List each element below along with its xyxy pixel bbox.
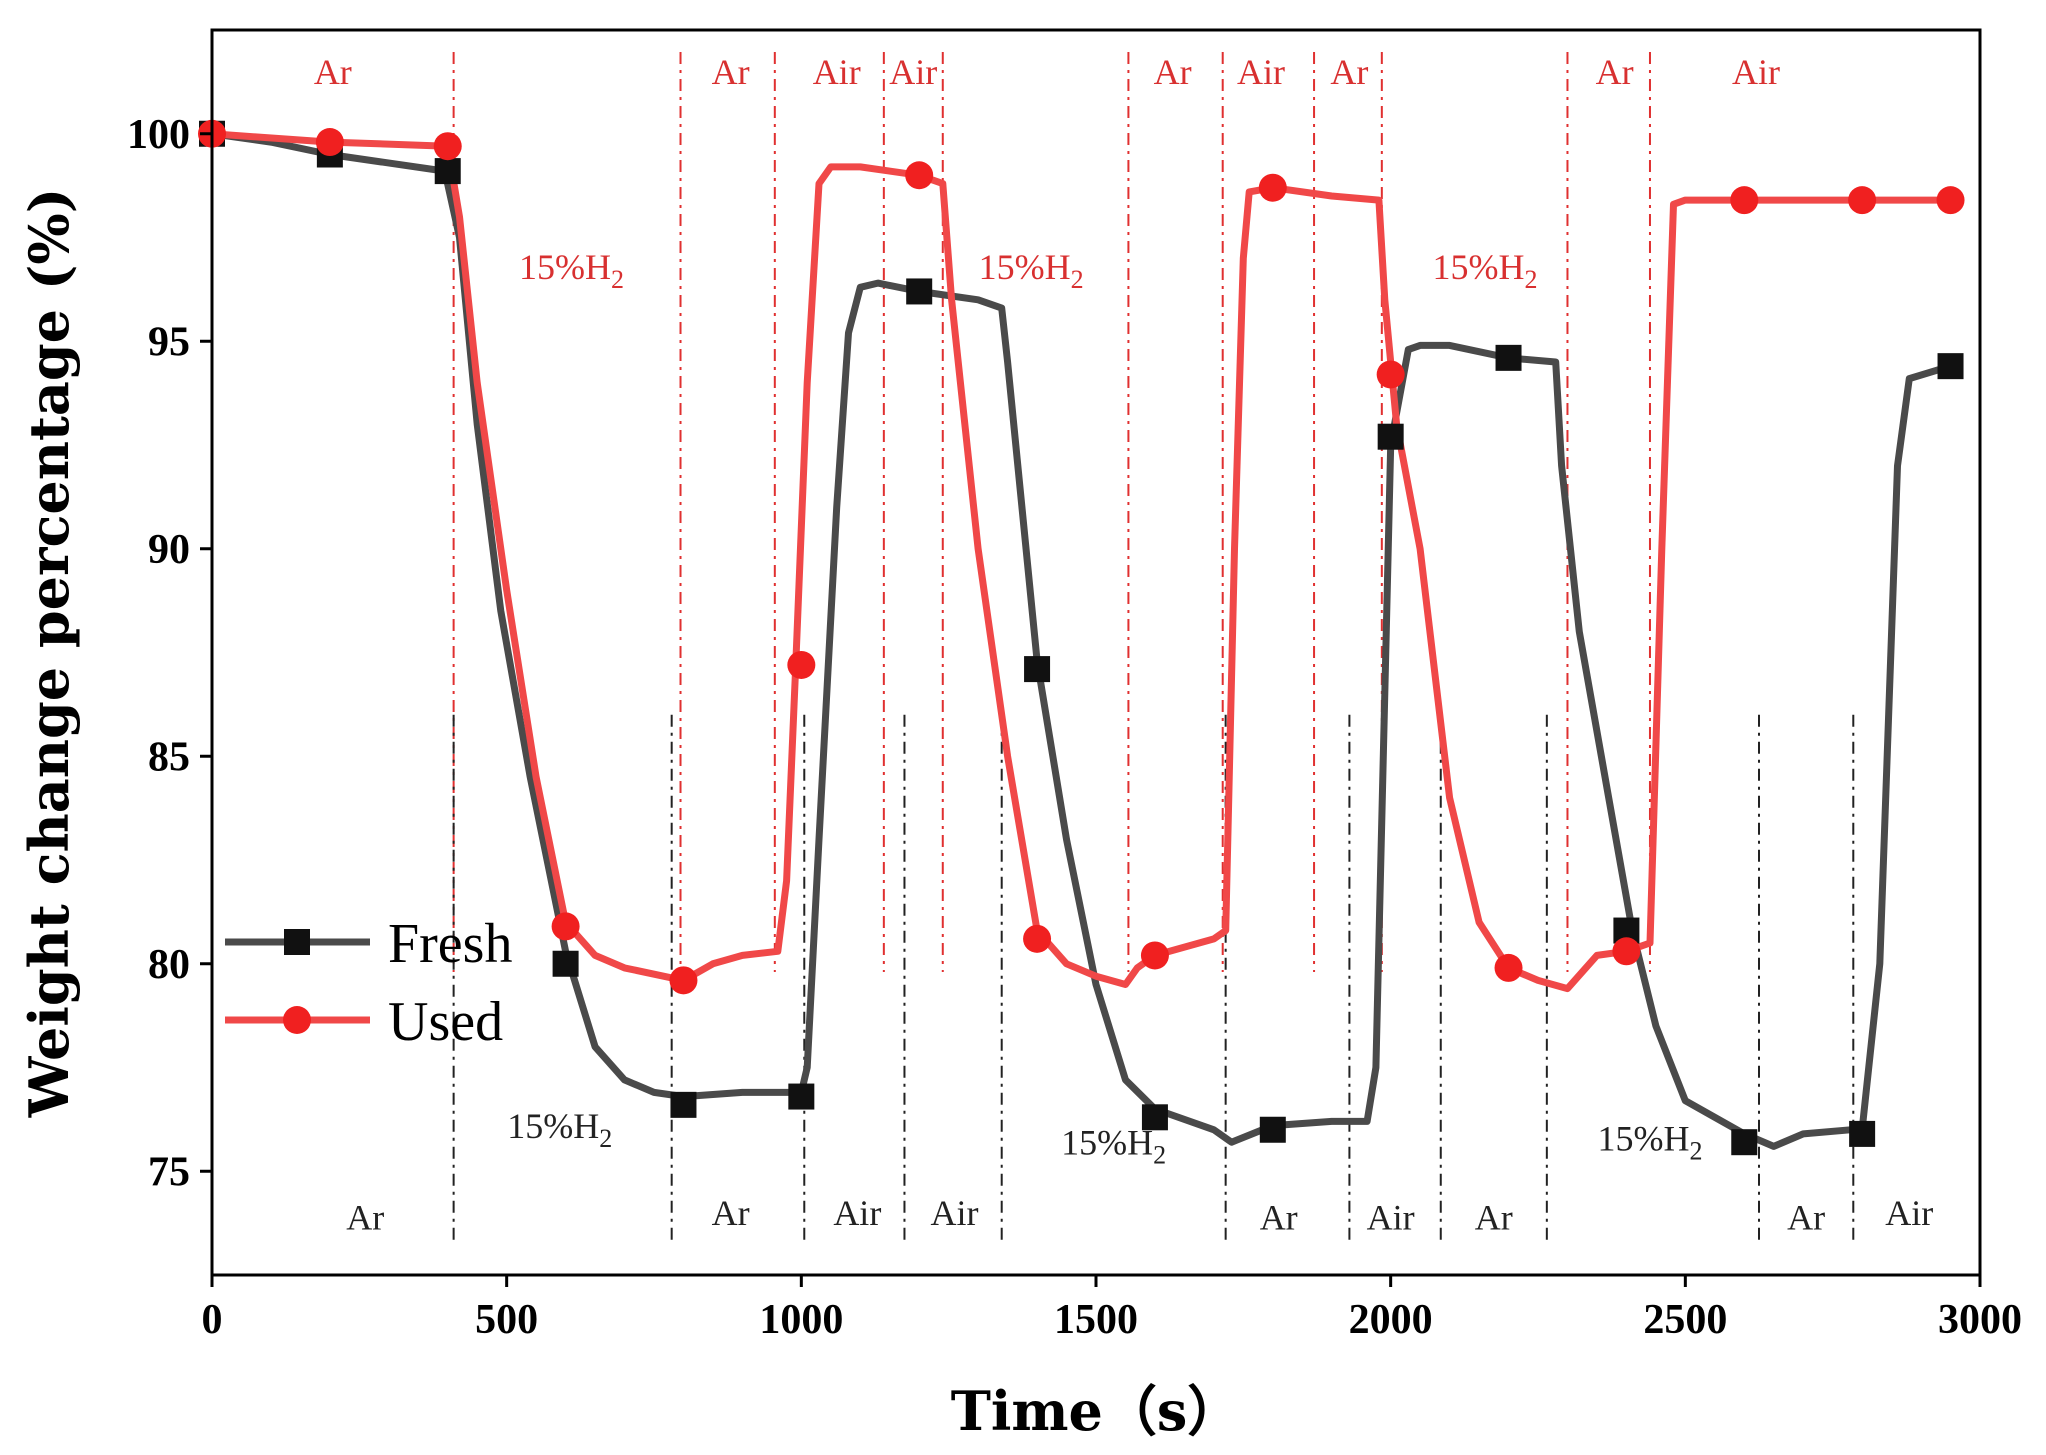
phase-annotation: Ar [1260, 1197, 1298, 1237]
y-tick-label: 80 [148, 942, 190, 988]
legend: Fresh Used [225, 913, 512, 1053]
legend-marker-fresh [284, 929, 310, 955]
legend-label-used: Used [388, 991, 503, 1053]
data-point-fresh [788, 1083, 815, 1110]
legend-label-fresh: Fresh [388, 913, 512, 975]
series-lines [211, 130, 1952, 1150]
data-point-used [551, 912, 580, 941]
x-tick-label: 1000 [759, 1297, 843, 1343]
data-point-fresh [1377, 423, 1404, 450]
phase-annotation: Ar [1154, 52, 1192, 92]
phase-annotation: 15%H2 [1432, 247, 1537, 294]
phase-annotation: Ar [712, 1193, 750, 1233]
phase-lines [452, 52, 1855, 1245]
series-markers [198, 119, 1965, 1156]
series-line-used [211, 130, 1951, 993]
x-tick-label: 2500 [1643, 1297, 1727, 1343]
data-point-fresh [1731, 1129, 1758, 1156]
data-point-fresh [1495, 344, 1522, 371]
y-tick-label: 95 [148, 319, 190, 365]
data-point-used [1612, 937, 1641, 966]
phase-annotation: 15%H2 [979, 247, 1084, 294]
data-point-used [1023, 924, 1052, 953]
data-point-used [1376, 360, 1405, 389]
y-tick-label: 85 [148, 734, 190, 780]
x-tick-label: 3000 [1938, 1297, 2022, 1343]
data-point-used [1494, 953, 1523, 982]
phase-annotations: Ar 15%H2 Ar Air Air 15%H2 Ar Air Ar 15%H2 Ar Air Ar 1… [314, 52, 1933, 1237]
x-tick-label: 2000 [1349, 1297, 1433, 1343]
phase-annotation: 15%H2 [507, 1106, 612, 1153]
data-point-fresh [1937, 353, 1964, 380]
y-axis-ticks: 75 80 85 90 95 100 [127, 112, 212, 1195]
y-tick-label: 90 [148, 527, 190, 573]
phase-annotation: Ar [1475, 1197, 1513, 1237]
phase-annotation: Ar [1787, 1197, 1825, 1237]
data-point-fresh [1024, 656, 1051, 683]
phase-annotation: Air [889, 52, 937, 92]
phase-annotation: Air [1885, 1193, 1933, 1233]
series-line-fresh [211, 130, 1952, 1150]
data-point-fresh [552, 950, 579, 977]
phase-annotation: 15%H2 [519, 247, 624, 294]
data-point-fresh [1259, 1116, 1286, 1143]
x-axis-title: Time（s） [951, 1379, 1242, 1443]
y-tick-label: 75 [148, 1149, 190, 1195]
phase-annotation: Air [833, 1193, 881, 1233]
phase-annotation: Ar [346, 1197, 384, 1237]
plot-frame [210, 28, 1982, 1277]
x-tick-label: 500 [475, 1297, 538, 1343]
data-point-used [787, 650, 816, 679]
data-point-used [669, 966, 698, 995]
phase-annotation: Ar [1330, 52, 1368, 92]
data-point-used [905, 161, 934, 190]
y-axis-title: Weight change percentage (%) [17, 188, 81, 1119]
phase-annotation: Air [1237, 52, 1285, 92]
phase-annotation: 15%H2 [1061, 1123, 1166, 1170]
x-tick-label: 0 [202, 1297, 223, 1343]
x-tick-label: 1500 [1054, 1297, 1138, 1343]
data-point-used [1258, 173, 1287, 202]
legend-marker-used [283, 1006, 311, 1034]
data-point-used [1730, 186, 1759, 215]
data-point-fresh [1849, 1120, 1876, 1147]
data-point-fresh [434, 158, 461, 185]
phase-annotation: Ar [1596, 52, 1634, 92]
phase-annotation: Air [813, 52, 861, 92]
phase-annotation: 15%H2 [1597, 1119, 1702, 1166]
data-point-used [1140, 941, 1169, 970]
phase-annotation: Air [1367, 1197, 1415, 1237]
y-tick-label: 100 [127, 112, 190, 158]
data-point-used [1936, 186, 1965, 215]
phase-annotation: Ar [314, 52, 352, 92]
data-point-used [315, 128, 344, 157]
phase-annotation: Ar [712, 52, 750, 92]
phase-annotation: Air [931, 1193, 979, 1233]
data-point-fresh [1141, 1104, 1168, 1131]
data-point-fresh [906, 278, 933, 305]
data-point-used [433, 132, 462, 161]
x-axis-ticks: 0 500 1000 1500 2000 2500 3000 [202, 1275, 2022, 1343]
phase-annotation: Air [1732, 52, 1780, 92]
data-point-fresh [670, 1091, 697, 1118]
data-point-used [1848, 186, 1877, 215]
